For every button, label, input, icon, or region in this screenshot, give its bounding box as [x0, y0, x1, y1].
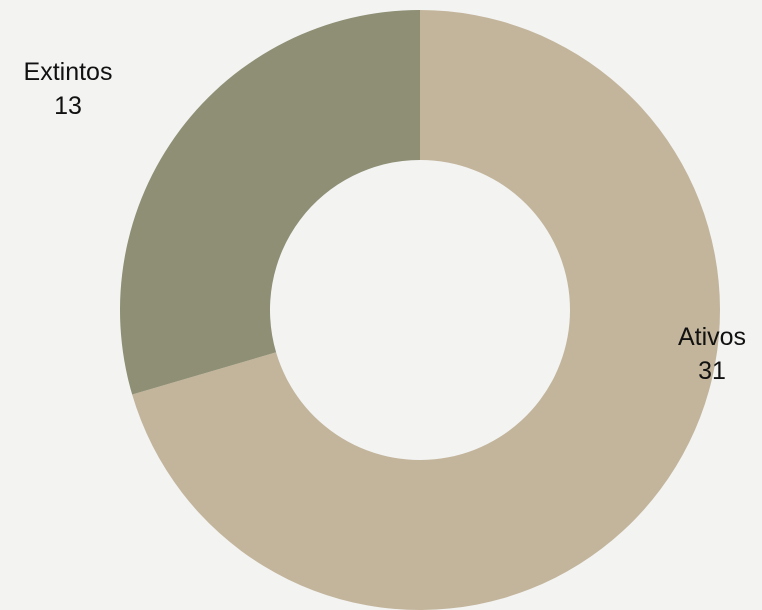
slice-value-ativos: 31 — [698, 357, 726, 385]
slice-label-extintos: Extintos — [24, 58, 113, 86]
chart-slices — [120, 10, 721, 610]
chart-labels: Ativos 31 Extintos 13 — [24, 58, 747, 385]
slice-extintos[interactable] — [120, 10, 420, 395]
slice-value-extintos: 13 — [54, 92, 82, 120]
slice-label-ativos: Ativos — [678, 323, 746, 351]
slice-ativos[interactable] — [132, 10, 721, 610]
